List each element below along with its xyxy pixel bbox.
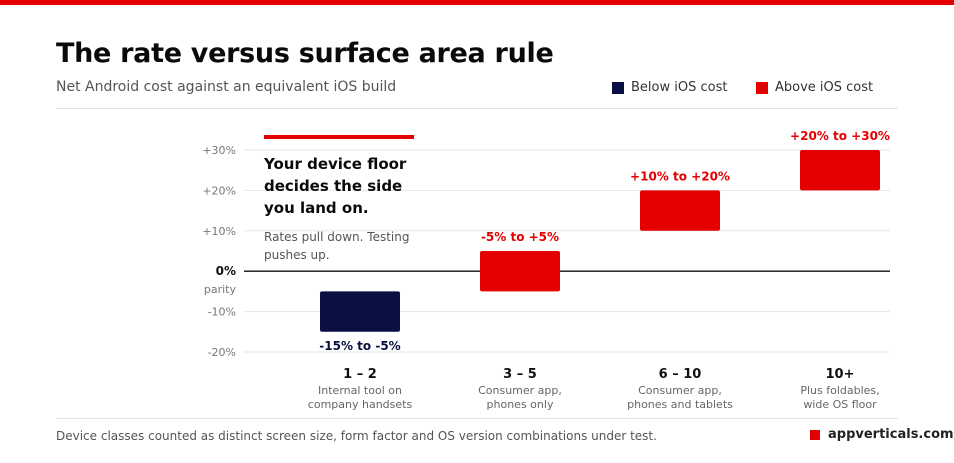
category-description-line: phones and tablets	[627, 398, 733, 411]
legend-swatch-above	[756, 81, 768, 94]
legend-label-below: Below iOS cost	[631, 80, 728, 95]
range-label: +10% to +20%	[630, 169, 730, 183]
top-accent-bar	[0, 0, 954, 5]
callout-accent-bar	[264, 135, 414, 139]
callout-title: Your device floor decides the side you l…	[264, 155, 407, 217]
category-description: Consumer app, phones and tablets	[627, 384, 733, 411]
range-bar	[800, 150, 880, 191]
category-description-line: Consumer app,	[478, 384, 562, 397]
legend-label-above: Above iOS cost	[775, 80, 874, 95]
legend-swatch-below	[612, 81, 624, 94]
callout-text: Rates pull down. Testing pushes up.	[264, 230, 410, 262]
y-tick-label: 0%	[216, 264, 236, 278]
footnote: Device classes counted as distinct scree…	[56, 429, 657, 443]
footer-divider	[56, 418, 898, 419]
y-tick-label: +20%	[202, 184, 236, 197]
y-tick-label: -20%	[208, 346, 236, 359]
header-divider	[56, 108, 898, 109]
category-label: 10+	[826, 367, 855, 382]
category-description-line: company handsets	[308, 398, 413, 411]
range-bar	[480, 251, 560, 292]
range-label: -15% to -5%	[319, 339, 400, 353]
y-tick-label: +30%	[202, 144, 236, 157]
y-tick-label: +10%	[202, 225, 236, 238]
zero-sublabel: parity	[204, 283, 237, 296]
category-label: 1 – 2	[343, 367, 377, 382]
range-label: +20% to +30%	[790, 129, 890, 143]
category-label: 3 – 5	[503, 367, 537, 382]
category-description: Consumer app, phones only	[478, 384, 562, 411]
category-description-line: Internal tool on	[318, 384, 402, 397]
y-tick-label: -10%	[208, 306, 236, 319]
category-description: Plus foldables, wide OS floor	[800, 384, 879, 411]
page-subtitle: Net Android cost against an equivalent i…	[56, 79, 397, 95]
brand-name: appverticals.com	[828, 427, 954, 442]
page-title: The rate versus surface area rule	[56, 38, 554, 69]
category-description-line: phones only	[487, 398, 554, 411]
brand-mark-icon	[810, 429, 820, 440]
range-label: -5% to +5%	[481, 230, 559, 244]
category-description: Internal tool on company handsets	[308, 384, 413, 411]
category-label: 6 – 10	[659, 367, 702, 382]
range-bar	[320, 291, 400, 332]
category-description-line: wide OS floor	[803, 398, 877, 411]
brand: appverticals.com	[810, 427, 954, 442]
category-description-line: Consumer app,	[638, 384, 722, 397]
legend-below: Below iOS cost	[612, 80, 727, 95]
legend-above: Above iOS cost	[756, 80, 873, 95]
range-bar	[640, 190, 720, 231]
category-description-line: Plus foldables,	[800, 384, 879, 397]
